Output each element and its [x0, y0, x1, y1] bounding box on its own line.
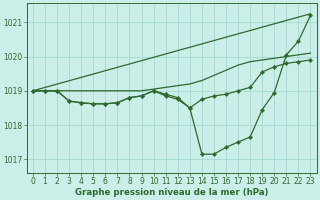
X-axis label: Graphe pression niveau de la mer (hPa): Graphe pression niveau de la mer (hPa)	[75, 188, 268, 197]
